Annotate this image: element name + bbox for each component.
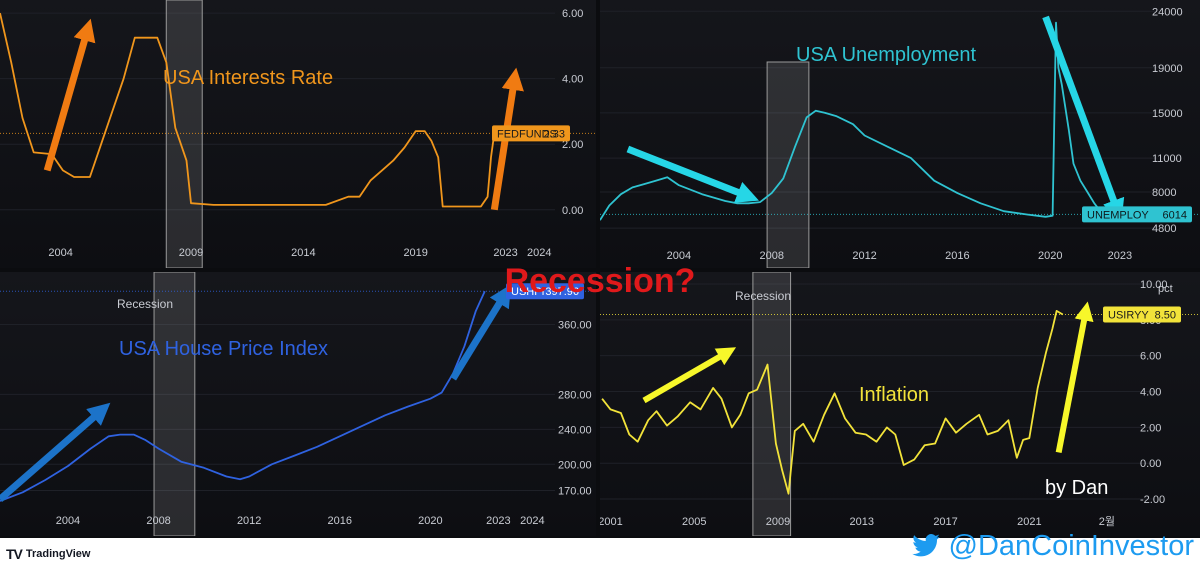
recession-band (153, 272, 196, 536)
trend-arrow (450, 284, 512, 381)
recession-band (752, 272, 792, 536)
x-tick-label: 2024 (527, 247, 551, 259)
twitter-handle-text: @DanCoinInvestor (948, 529, 1194, 562)
fed-series-line (0, 12, 496, 208)
x-tick-label: 2020 (418, 515, 442, 527)
unemp-series-line (600, 21, 1107, 221)
x-tick-label: 2009 (766, 516, 790, 528)
y-tick-label: 8000 (1152, 187, 1176, 199)
x-tick-label: 2020 (1038, 250, 1062, 262)
y-tick-label: 280.00 (558, 389, 592, 401)
y-tick-label: 170.00 (558, 486, 592, 498)
y-tick-label: 2.00 (1140, 422, 1161, 434)
trend-arrow (626, 145, 759, 203)
ticker-last-value: 2.33 (544, 128, 565, 140)
tradingview-label: TradingView (25, 548, 91, 560)
x-tick-label: 2008 (146, 515, 170, 527)
x-tick-label: 2012 (852, 250, 876, 262)
inflation-chart: 10.008.006.004.002.000.00-2.00 200120052… (600, 272, 1200, 536)
twitter-bird-icon (911, 534, 940, 557)
y-tick-label: 24000 (1152, 6, 1183, 18)
house-price-chart: 360.00 280.00 240.00 200.00 170.00 2004 2008 2… (0, 272, 596, 536)
footer-bar: TV TradingView (0, 538, 1200, 567)
y-tick-label: 10.00 (1140, 279, 1168, 291)
interest-rate-title: USA Interests Rate (163, 67, 333, 89)
panel-inflation: 10.008.006.004.002.000.00-2.00 200120052… (600, 272, 1200, 536)
ticker-last-value: 6014 (1163, 209, 1187, 221)
ticker-last-value: 8.50 (1155, 309, 1176, 321)
x-tick-label: 2024 (520, 515, 544, 527)
tradingview-icon: TV (6, 546, 23, 562)
cpi-series-line (601, 310, 1064, 495)
y-tick-label: 0.00 (1140, 458, 1161, 470)
trend-arrow (1055, 301, 1094, 454)
hpi-series-line (0, 290, 486, 502)
y-tick-label: 2.00 (562, 139, 583, 151)
recession-label: Recession (735, 289, 791, 303)
y-tick-label: 15000 (1152, 108, 1183, 120)
x-tick-label: 2023 (1108, 250, 1132, 262)
panel-unemployment: 24000 19000 15000 11000 8000 4800 2004 2008 201… (600, 0, 1200, 268)
x-tick-label: 2016 (328, 515, 352, 527)
inflation-title: Inflation (859, 384, 929, 406)
recession-band (165, 0, 203, 268)
x-tick-label: 2019 (403, 247, 427, 259)
x-tick-label: 2004 (48, 247, 72, 259)
house-price-title: USA House Price Index (119, 338, 328, 360)
y-tick-label: -2.00 (1140, 494, 1165, 506)
x-tick-label: 2016 (945, 250, 969, 262)
unit-label: pct (1158, 283, 1173, 295)
unemployment-chart: 24000 19000 15000 11000 8000 4800 2004 2008 201… (600, 6, 1200, 268)
x-tick-label: 2021 (1017, 516, 1041, 528)
x-tick-label: 2월 (1099, 515, 1115, 528)
panel-interest-rate: 6.00 4.00 2.00 0.00 2004 2009 2014 2019 2023 202… (0, 0, 596, 268)
unemployment-title: USA Unemployment (796, 44, 977, 66)
x-tick-label: 2008 (759, 250, 783, 262)
ticker-symbol: USHPI (511, 286, 545, 298)
y-tick-label: 360.00 (558, 319, 592, 331)
twitter-handle[interactable]: @DanCoinInvestor (909, 528, 1194, 564)
x-tick-label: 2017 (933, 516, 957, 528)
trend-arrow (43, 18, 96, 172)
y-tick-label: 19000 (1152, 63, 1183, 75)
x-tick-label: 2012 (237, 515, 261, 527)
ticker-badge: USHPI 397.96 (506, 283, 584, 300)
y-tick-label: 0.00 (562, 205, 583, 217)
ticker-badge: USIRYY 8.50 (1103, 306, 1181, 323)
x-tick-label: 2001 (600, 516, 623, 528)
ticker-badge: UNEMPLOY 6014 (1082, 206, 1192, 223)
y-tick-label: 4.00 (562, 74, 583, 86)
trend-arrow (642, 347, 737, 404)
ticker-symbol: USIRYY (1108, 309, 1149, 321)
y-tick-label: 4800 (1152, 223, 1176, 235)
y-tick-label: 6.00 (1140, 351, 1161, 363)
trend-arrow (490, 67, 524, 211)
ticker-symbol: UNEMPLOY (1087, 209, 1149, 221)
interest-rate-chart: 6.00 4.00 2.00 0.00 2004 2009 2014 2019 2023 202… (0, 0, 596, 268)
x-tick-label: 2013 (850, 516, 874, 528)
panel-house-price: 360.00 280.00 240.00 200.00 170.00 2004 2008 2… (0, 272, 596, 536)
tradingview-logo[interactable]: TV TradingView (6, 546, 90, 562)
x-tick-label: 2004 (667, 250, 691, 262)
y-tick-label: 6.00 (562, 8, 583, 20)
x-tick-label: 2004 (56, 515, 80, 527)
recession-question-title: Recession? (504, 262, 696, 300)
author-signature: by Dan (1045, 477, 1108, 499)
x-tick-label: 2023 (493, 247, 517, 259)
trend-arrow (0, 402, 111, 502)
ticker-last-value: 397.96 (545, 286, 579, 298)
recession-label: Recession (117, 297, 173, 311)
x-tick-label: 2009 (179, 247, 203, 259)
y-tick-label: 4.00 (1140, 387, 1161, 399)
x-tick-label: 2023 (486, 515, 510, 527)
y-tick-label: 11000 (1152, 153, 1182, 165)
y-tick-label: 200.00 (558, 459, 592, 471)
ticker-symbol: FEDFUNDS (497, 128, 557, 140)
trend-arrow (1042, 15, 1125, 222)
y-tick-label: 240.00 (558, 424, 592, 436)
x-tick-label: 2005 (682, 516, 706, 528)
x-tick-label: 2014 (291, 247, 315, 259)
